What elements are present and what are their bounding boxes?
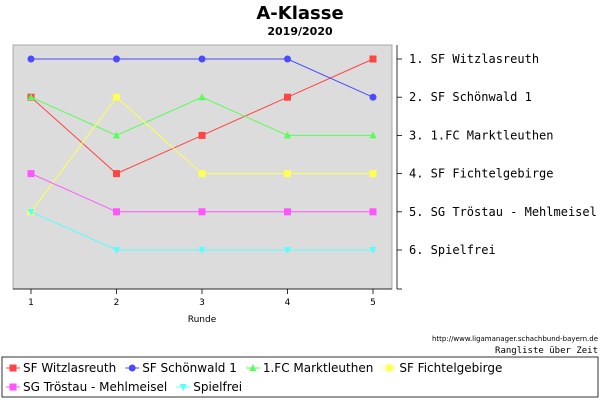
chart-subtitle: 2019/2020 [267,25,333,38]
footer-subtitle: Rangliste über Zeit [495,346,598,356]
rank-axis: 1. SF Witzlasreuth 2. SF Schönwald 1 3. 1.… [396,45,597,290]
series-6 [27,208,377,254]
data-point [284,131,291,139]
data-point [113,131,120,139]
data-point [198,131,206,139]
legend-label: 1.FC Marktleuthen [263,361,373,375]
x-axis: 1 2 3 4 5 [13,288,392,308]
data-point [369,55,377,63]
legend-label: Spielfrei [193,380,242,394]
data-point [198,55,206,63]
data-point [198,170,206,178]
data-point [27,55,35,63]
legend-item: SF Schönwald 1 [125,361,237,375]
data-point [369,208,377,216]
data-point [198,93,206,101]
legend-label: SF Witzlasreuth [23,361,116,375]
data-point [198,208,206,216]
data-point [27,93,35,101]
data-point [369,93,377,101]
legend-item: SF Fichtelgebirge [382,361,502,375]
legend-box [1,356,599,398]
legend-marker [128,364,136,372]
legend-marker [249,364,257,371]
legend-marker [385,364,393,372]
data-point [284,247,291,254]
rank-label: 5. SG Tröstau - Mehlmeisel [409,205,597,219]
x-tick-label: 3 [199,298,205,308]
series-2 [27,55,377,101]
x-tick-label: 5 [370,298,376,308]
data-point [198,247,206,254]
series-3 [27,93,377,139]
x-axis-label: Runde [188,315,217,325]
series-5 [27,170,377,216]
series-layer [27,55,377,254]
data-point [27,208,35,216]
data-point [113,55,120,63]
data-point [113,170,120,178]
chart-title: A-Klasse [256,3,343,24]
legend-item: SF Witzlasreuth [6,361,116,375]
legend-item: SG Tröstau - Mehlmeisel [6,380,167,394]
x-tick-label: 1 [28,298,34,308]
data-point [284,208,291,216]
data-point [113,247,120,254]
legend-label: SG Tröstau - Mehlmeisel [23,380,167,394]
rank-label: 6. Spielfrei [409,243,496,257]
legend-marker [9,383,17,391]
legend-item: Spielfrei [176,380,242,394]
rank-label: 4. SF Fichtelgebirge [409,167,554,181]
data-point [284,93,291,101]
rank-label: 1. SF Witzlasreuth [409,52,539,66]
source-url: http://www.ligamanager.schachbund-bayern… [432,335,598,343]
data-point [369,247,377,254]
legend: SF Witzlasreuth SF Schönwald 1 1.FC Marktl… [6,361,502,394]
legend-marker [9,364,17,372]
data-point [113,208,120,216]
legend-marker [179,384,187,391]
x-tick-label: 4 [285,298,291,308]
data-point [369,170,377,178]
data-point [113,93,120,101]
legend-label: SF Fichtelgebirge [399,361,502,375]
rank-label: 3. 1.FC Marktleuthen [409,128,554,142]
data-point [369,131,377,139]
data-point [284,55,291,63]
data-point [284,170,291,178]
legend-label: SF Schönwald 1 [142,361,237,375]
rank-label: 2. SF Schönwald 1 [409,90,532,104]
data-point [27,170,35,178]
legend-item: 1.FC Marktleuthen [245,361,373,375]
x-tick-label: 2 [114,298,120,308]
